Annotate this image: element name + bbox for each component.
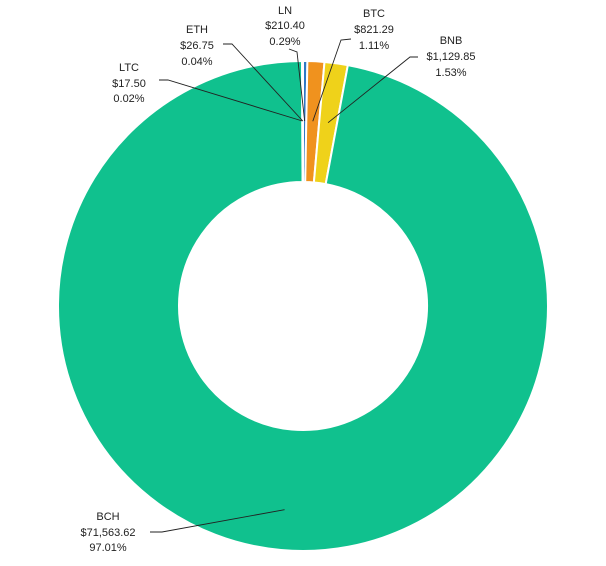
data-label-bnb: BNB $1,129.85 1.53% [427,35,476,79]
label-bnb-percent: 1.53% [435,67,466,79]
data-label-eth: ETH $26.75 0.04% [180,24,214,68]
label-eth-percent: 0.04% [181,56,212,68]
label-bch-name: BCH [96,511,119,523]
label-ln-name: LN [278,5,292,17]
label-bch-value: $71,563.62 [80,527,135,539]
label-btc-percent: 1.11% [359,40,390,52]
label-ltc-value: $17.50 [112,78,146,90]
data-label-btc: BTC $821.29 1.11% [354,8,394,52]
leader-line-bnb [327,56,418,124]
data-label-bch: BCH $71,563.62 97.01% [80,511,135,554]
leader-line-eth [223,43,304,122]
label-eth-value: $26.75 [180,40,214,52]
data-label-ln: LN $210.40 0.29% [265,5,305,48]
label-btc-name: BTC [363,8,385,20]
label-btc-value: $821.29 [354,24,394,36]
label-ltc-name: LTC [119,62,139,74]
label-bnb-value: $1,129.85 [427,51,476,63]
slice-bch [57,59,549,552]
label-bnb-name: BNB [440,35,463,47]
label-ln-percent: 0.29% [269,36,300,48]
label-eth-name: ETH [186,24,208,36]
leader-lines-group [150,38,418,533]
label-bch-percent: 97.01% [89,542,127,554]
leader-line-btc [312,38,352,122]
label-ltc-percent: 0.02% [113,93,144,105]
leader-line-ln [288,48,306,122]
data-label-ltc: LTC $17.50 0.02% [112,62,146,105]
slice-eth [301,59,304,184]
leader-line-ltc [159,79,303,122]
slices-group [57,59,549,552]
label-ln-value: $210.40 [265,20,305,32]
leader-line-bch [150,509,285,533]
